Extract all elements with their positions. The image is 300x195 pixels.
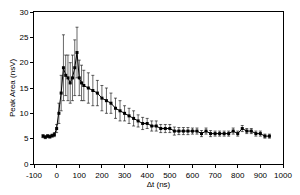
svg-text:200: 200	[95, 171, 109, 180]
svg-text:15: 15	[19, 84, 28, 93]
svg-text:5: 5	[24, 134, 29, 143]
svg-text:Peak Area (nsV): Peak Area (nsV)	[8, 59, 17, 118]
svg-text:600: 600	[186, 171, 200, 180]
svg-text:Δt (ns): Δt (ns)	[147, 180, 171, 189]
svg-text:0: 0	[54, 171, 59, 180]
svg-text:30: 30	[19, 8, 28, 17]
svg-text:400: 400	[141, 171, 155, 180]
svg-text:800: 800	[231, 171, 245, 180]
svg-text:20: 20	[19, 58, 28, 67]
svg-text:0: 0	[24, 160, 29, 169]
svg-text:100: 100	[73, 171, 87, 180]
svg-text:300: 300	[118, 171, 132, 180]
svg-text:700: 700	[208, 171, 222, 180]
svg-text:900: 900	[254, 171, 268, 180]
svg-text:10: 10	[19, 109, 28, 118]
svg-text:-100: -100	[26, 171, 43, 180]
svg-text:1000: 1000	[274, 171, 292, 180]
svg-text:25: 25	[19, 33, 28, 42]
svg-text:500: 500	[163, 171, 177, 180]
